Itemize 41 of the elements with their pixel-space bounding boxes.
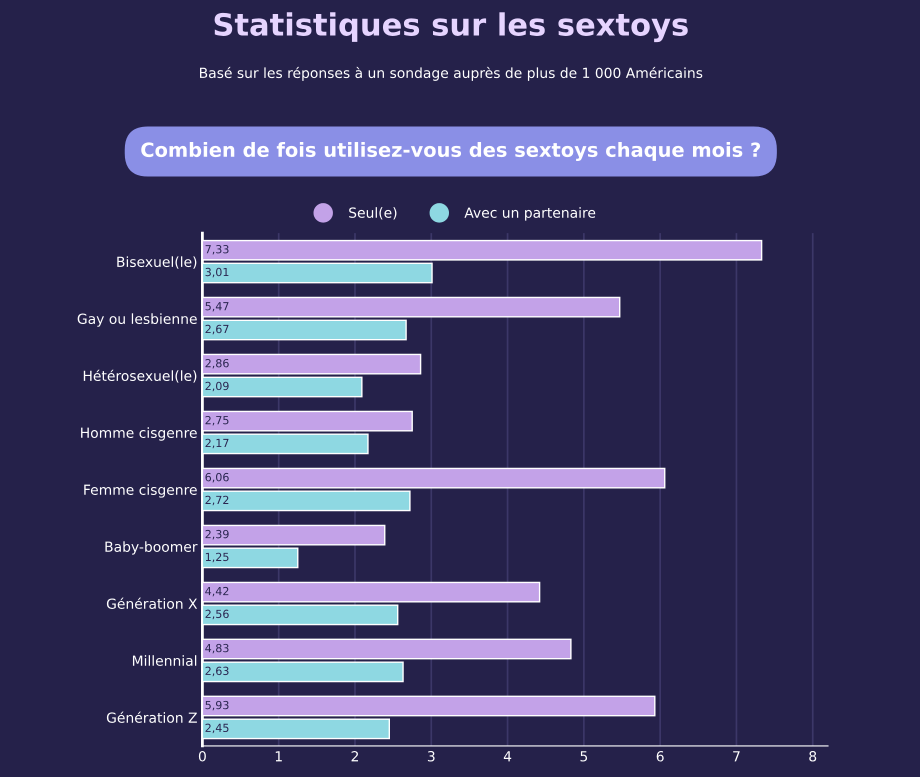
x-tick-label: 8 (809, 751, 816, 762)
x-tick-label: 2 (352, 751, 358, 762)
data-label: 5,93 (206, 700, 229, 710)
data-label: 2,17 (206, 438, 228, 448)
legend-label: Seul(e) (349, 207, 396, 220)
y-tick-label: Baby-boomer (105, 541, 198, 555)
y-tick-label: Femme cisgenre (84, 484, 197, 498)
data-label: 2,75 (206, 416, 228, 426)
data-label: 2,09 (206, 382, 229, 392)
data-label: 2,67 (206, 324, 228, 334)
data-label: 3,01 (206, 268, 228, 278)
legend-label: Avec un partenaire (464, 207, 596, 221)
data-label: 7,33 (206, 245, 229, 255)
data-label: 2,72 (206, 496, 228, 506)
x-tick-label: 6 (656, 751, 664, 762)
x-tick-label: 4 (504, 751, 512, 762)
y-tick-label: Génération Z (106, 712, 197, 723)
chart-title: Statistiques sur les sextoys (214, 12, 688, 42)
data-label: 2,86 (206, 358, 229, 369)
x-tick-label: 7 (733, 751, 740, 762)
y-tick-label: Bisexuel(le) (117, 256, 196, 269)
x-tick-label: 5 (580, 751, 588, 762)
y-tick-label: Génération X (106, 598, 198, 609)
text: Combien de fois utilisez-vous des sextoys chaque mois ? (141, 142, 760, 161)
y-tick-label: Hétérosexuel(le) (84, 370, 196, 383)
x-tick-label: 1 (276, 751, 282, 762)
data-label: 2,56 (206, 610, 229, 620)
x-tick-label: 0 (198, 751, 206, 762)
y-tick-label: Gay ou lesbienne (78, 313, 197, 327)
data-label: 2,39 (206, 530, 229, 540)
y-tick-label: Millennial (132, 655, 196, 666)
data-label: 2,45 (206, 724, 228, 734)
data-label: 4,83 (205, 644, 229, 654)
data-label: 1,25 (206, 552, 228, 562)
data-label: 2,63 (206, 666, 229, 676)
y-tick-label: Homme cisgenre (81, 427, 197, 441)
chart-subtitle: Basé sur les réponses à un sondage auprès de plus de 1 000 Américains (200, 66, 702, 81)
x-tick-label: 3 (428, 751, 435, 762)
data-label: 4,42 (205, 586, 228, 596)
data-label: 5,47 (206, 302, 228, 312)
data-label: 6,06 (205, 472, 229, 482)
